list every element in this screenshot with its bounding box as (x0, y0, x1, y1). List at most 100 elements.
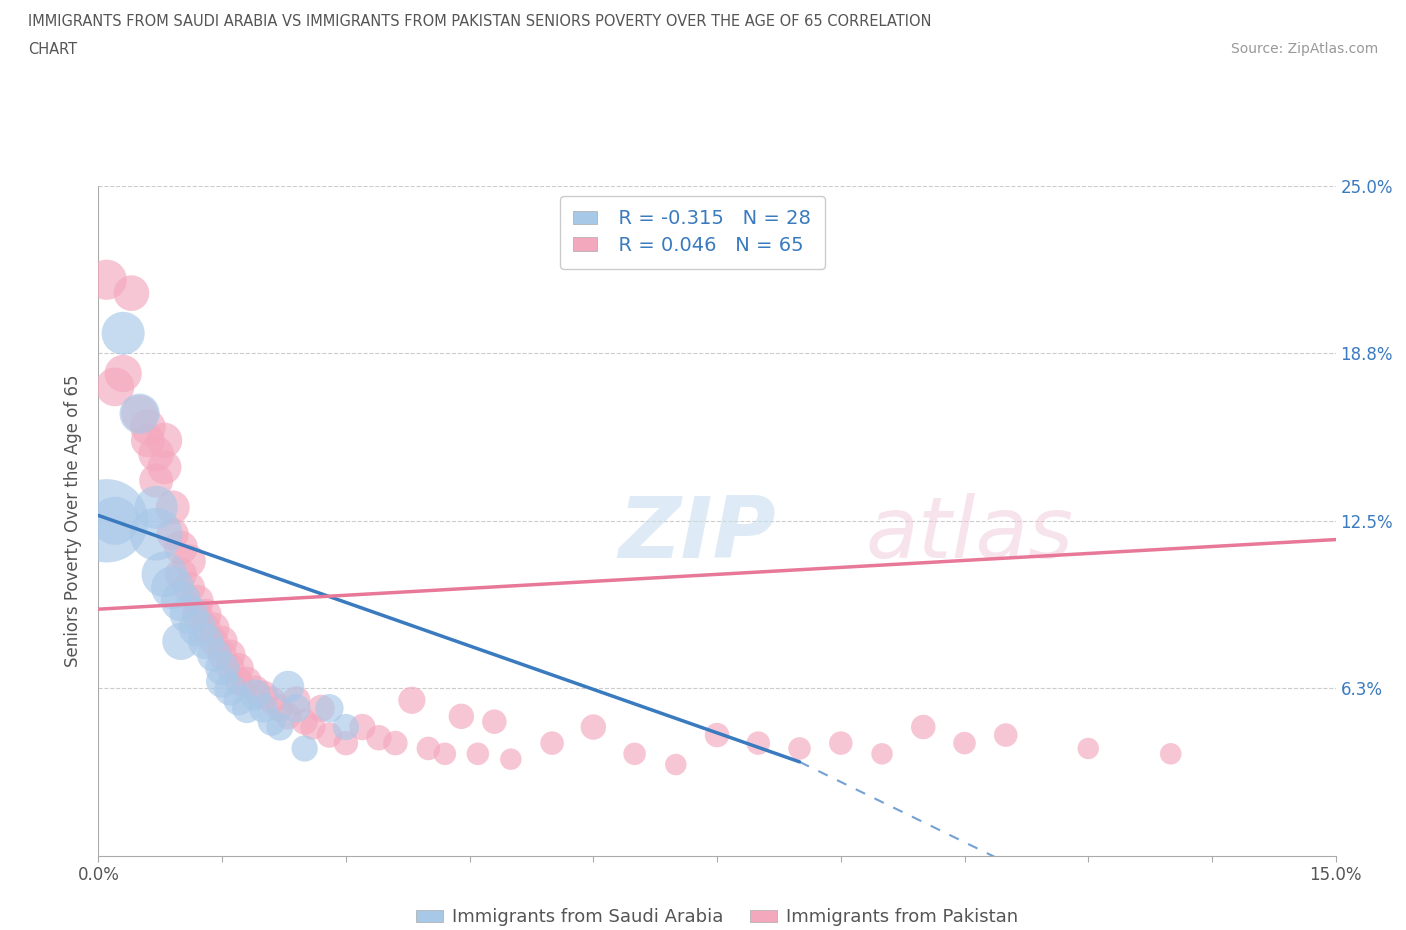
Point (219, 682, 242, 697)
Point (211, 634, 233, 649)
Point (418, 741, 440, 756)
Point (484, 714, 506, 729)
Point (335, 720, 357, 735)
Point (1077, 741, 1099, 756)
Point (162, 526, 184, 541)
Point (112, 366, 135, 381)
Text: CHART: CHART (28, 42, 77, 57)
Point (277, 709, 299, 724)
Point (582, 720, 605, 735)
Point (153, 433, 176, 448)
Point (186, 593, 208, 608)
Point (179, 580, 201, 595)
Point (870, 747, 893, 762)
Point (104, 379, 127, 394)
Point (384, 736, 406, 751)
Point (104, 513, 127, 528)
Point (243, 687, 266, 702)
Point (252, 687, 274, 702)
Point (541, 736, 564, 751)
Point (269, 701, 291, 716)
Point (269, 720, 291, 735)
Point (162, 500, 184, 515)
Point (260, 693, 283, 708)
Point (236, 701, 259, 716)
Point (285, 693, 308, 708)
Point (202, 647, 225, 662)
Point (706, 727, 728, 742)
Point (318, 701, 340, 716)
Point (153, 459, 176, 474)
Point (623, 747, 645, 762)
Point (367, 730, 389, 745)
Point (145, 446, 167, 461)
Point (170, 593, 193, 608)
Point (747, 736, 769, 751)
Point (433, 747, 456, 762)
Point (243, 682, 266, 697)
Point (260, 714, 283, 729)
Point (830, 736, 852, 751)
Text: ZIP: ZIP (619, 493, 776, 576)
Y-axis label: Seniors Poverty Over the Age of 65: Seniors Poverty Over the Age of 65 (65, 375, 83, 667)
Point (401, 693, 423, 708)
Point (96, 272, 118, 287)
Point (186, 620, 208, 635)
Point (335, 736, 357, 751)
Point (211, 660, 233, 675)
Point (145, 473, 167, 488)
Point (136, 433, 159, 448)
Point (170, 634, 193, 649)
Point (228, 660, 250, 675)
Point (953, 736, 976, 751)
Legend: Immigrants from Saudi Arabia, Immigrants from Pakistan: Immigrants from Saudi Arabia, Immigrants… (408, 901, 1026, 930)
Point (302, 720, 325, 735)
Point (145, 500, 167, 515)
Point (153, 567, 176, 582)
Point (450, 709, 472, 724)
Point (499, 751, 522, 766)
Point (294, 741, 316, 756)
Point (162, 580, 184, 595)
Text: atlas: atlas (866, 493, 1074, 576)
Point (219, 660, 242, 675)
Point (228, 674, 250, 689)
Point (277, 680, 299, 695)
Point (96, 513, 118, 528)
Point (467, 747, 489, 762)
Point (194, 634, 217, 649)
Point (309, 701, 332, 716)
Point (186, 607, 208, 622)
Point (211, 647, 233, 662)
Point (228, 693, 250, 708)
Point (211, 674, 233, 689)
Point (170, 567, 193, 582)
Point (912, 720, 935, 735)
Point (665, 757, 688, 772)
Point (236, 674, 259, 689)
Point (318, 727, 340, 742)
Point (352, 720, 374, 735)
Point (202, 634, 225, 649)
Point (179, 553, 201, 568)
Point (194, 620, 217, 635)
Point (1160, 747, 1182, 762)
Point (202, 620, 225, 635)
Point (994, 727, 1017, 742)
Point (128, 406, 150, 421)
Point (194, 607, 217, 622)
Point (170, 540, 193, 555)
Text: Source: ZipAtlas.com: Source: ZipAtlas.com (1230, 42, 1378, 56)
Point (252, 701, 274, 716)
Point (179, 607, 201, 622)
Point (128, 406, 150, 421)
Point (120, 286, 142, 300)
Point (112, 326, 135, 340)
Point (136, 419, 159, 434)
Point (294, 714, 316, 729)
Point (219, 647, 242, 662)
Point (789, 741, 811, 756)
Point (145, 526, 167, 541)
Text: IMMIGRANTS FROM SAUDI ARABIA VS IMMIGRANTS FROM PAKISTAN SENIORS POVERTY OVER TH: IMMIGRANTS FROM SAUDI ARABIA VS IMMIGRAN… (28, 14, 932, 29)
Point (285, 701, 308, 716)
